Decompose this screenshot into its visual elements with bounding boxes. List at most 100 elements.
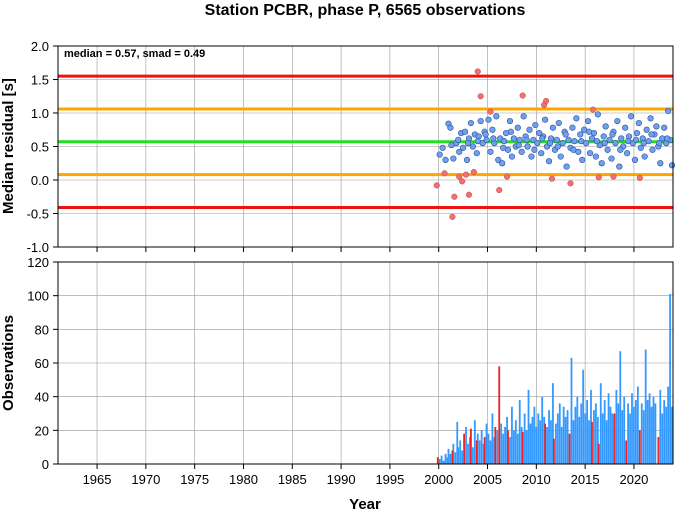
observation-bar <box>467 443 469 464</box>
observation-bar <box>605 420 608 464</box>
residual-point <box>469 143 476 150</box>
observations-y-axis-label: Observations <box>0 315 17 411</box>
observations-y-tick-label: 40 <box>35 390 49 405</box>
outlier-observation-bar <box>544 423 547 464</box>
observation-bar <box>491 413 494 464</box>
outlier-point <box>462 171 470 178</box>
residual-point <box>473 150 480 157</box>
observation-bar <box>518 400 521 464</box>
residual-point <box>586 150 594 157</box>
x-tick-label: 1990 <box>327 472 356 487</box>
outlier-observation-bar <box>470 428 472 464</box>
residual-point <box>516 136 523 143</box>
residual-points <box>433 68 676 220</box>
observations-y-tick-label: 80 <box>35 322 49 337</box>
observation-bar <box>548 410 550 464</box>
residual-x-ticks <box>96 247 635 252</box>
outlier-point <box>477 93 484 100</box>
residual-point <box>602 123 609 130</box>
observation-bar <box>556 413 559 464</box>
observation-bar <box>635 400 637 464</box>
residual-point <box>643 126 650 133</box>
residual-point <box>450 155 457 162</box>
residual-point <box>562 131 569 138</box>
residual-point <box>490 135 497 142</box>
x-axis-label: Year <box>349 496 381 511</box>
outlier-point <box>433 182 440 189</box>
outlier-observation-bar <box>657 437 660 464</box>
observation-bar <box>476 433 479 464</box>
observation-bar <box>506 416 508 464</box>
observation-bar <box>471 447 474 464</box>
residual-point <box>637 144 644 151</box>
observation-bar <box>485 423 488 464</box>
observation-bar <box>588 420 590 464</box>
residual-point <box>573 115 580 122</box>
residual-point <box>624 150 631 157</box>
residual-point <box>506 117 514 125</box>
observation-bar <box>644 349 647 464</box>
residual-y-tick-label: -0.5 <box>27 207 49 222</box>
residual-point <box>493 113 500 120</box>
observation-bar <box>511 406 513 464</box>
residual-point <box>447 124 454 131</box>
residual-point <box>657 160 664 167</box>
chart-title: Station PCBR, phase P, 6565 observations <box>205 2 526 19</box>
residual-point <box>585 128 593 135</box>
residual-point <box>608 155 615 162</box>
observation-bar <box>619 351 622 464</box>
residual-point <box>477 117 484 125</box>
observation-bar <box>636 386 639 464</box>
observation-bar <box>663 400 666 464</box>
x-tick-label: 1965 <box>83 472 112 487</box>
residual-point <box>499 160 506 167</box>
residual-point <box>647 115 654 122</box>
residual-point <box>495 156 502 163</box>
outlier-observation-bar <box>494 426 497 464</box>
observation-bars <box>436 293 673 464</box>
observation-bar <box>650 406 653 464</box>
outlier-observation-bar <box>483 437 486 464</box>
observation-bar <box>560 426 563 464</box>
outlier-point <box>503 173 511 180</box>
residual-point <box>570 146 577 153</box>
residual-point <box>474 138 481 145</box>
residual-point <box>520 113 527 120</box>
residual-point <box>553 136 560 143</box>
residual-y-axis-label: Median residual [s] <box>0 78 17 214</box>
observation-bar <box>652 396 655 464</box>
observation-bar <box>496 430 499 464</box>
observation-bar <box>615 389 618 464</box>
outlier-observation-bar <box>597 443 600 464</box>
observation-bar <box>646 400 649 464</box>
observations-y-tick-label: 20 <box>35 423 49 438</box>
outlier-observation-bar <box>568 433 571 464</box>
outlier-observation-bar <box>498 366 501 464</box>
residual-point <box>664 135 671 142</box>
residual-point <box>501 138 508 145</box>
observation-bar <box>541 396 544 464</box>
outlier-point <box>465 191 473 198</box>
observation-bar <box>617 403 620 464</box>
residual-point <box>554 143 561 150</box>
observation-bar <box>564 416 567 464</box>
residual-panel: -1.0 -0.5 0.0 0.5 1.0 1.5 2.0 median = 0.57, s… <box>0 39 676 255</box>
observation-bar <box>440 455 443 464</box>
outlier-observation-bar <box>591 421 593 464</box>
observation-bar <box>582 369 585 464</box>
residual-point <box>565 136 572 143</box>
observation-bar <box>493 437 496 464</box>
residual-point <box>594 111 601 118</box>
observation-bar <box>516 433 519 464</box>
observation-bar <box>469 437 471 464</box>
residual-point <box>439 144 446 151</box>
observation-bar <box>654 403 657 464</box>
residual-point <box>649 146 656 153</box>
observation-bar <box>543 416 546 464</box>
x-tick-label: 2015 <box>571 472 600 487</box>
observation-bar <box>578 416 581 464</box>
residual-point <box>604 146 611 153</box>
residual-point <box>612 140 619 147</box>
observation-bar <box>599 383 602 464</box>
residual-point <box>531 146 538 153</box>
